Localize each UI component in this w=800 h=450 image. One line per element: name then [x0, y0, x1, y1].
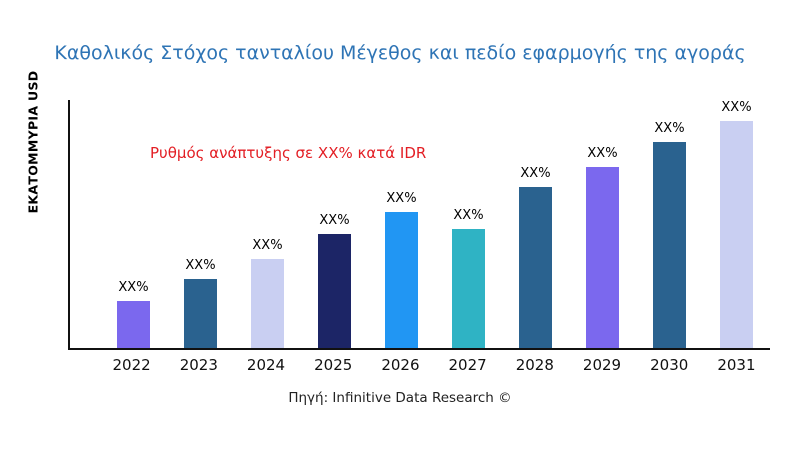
bar-group: XX% [368, 100, 435, 348]
bar-value-label: XX% [185, 257, 216, 273]
x-axis-tick-label: 2028 [515, 356, 554, 374]
bar-group: XX% [100, 100, 167, 348]
bar [653, 142, 686, 348]
x-axis-ticks: 2022 2023 2024 2025 2026 2027 2028 2029 2030 2031 [68, 356, 770, 374]
x-axis-tick-label: 2026 [381, 356, 420, 374]
bar [720, 121, 753, 348]
bar [519, 186, 552, 348]
bar-group: XX% [502, 100, 569, 348]
bar-group: XX% [435, 100, 502, 348]
bar-group: XX% [234, 100, 301, 348]
x-axis-tick-label: 2022 [112, 356, 151, 374]
x-axis-tick-label: 2029 [582, 356, 622, 374]
chart-title: Καθολικός Στόχος τανταλίου Μέγεθος και π… [54, 42, 746, 64]
bar-group: XX% [636, 100, 703, 348]
x-axis-tick-label: 2023 [179, 356, 218, 374]
bar-group: XX% [167, 100, 234, 348]
x-axis-tick-label: 2030 [650, 356, 689, 374]
x-axis-tick-label: 2025 [314, 356, 353, 374]
bar-value-label: XX% [587, 145, 618, 161]
bar-value-label: XX% [386, 190, 417, 206]
bar-value-label: XX% [721, 100, 752, 115]
bar-group: XX% [301, 100, 368, 348]
x-axis-tick-label: 2031 [717, 356, 756, 374]
x-axis-tick-label: 2027 [448, 356, 487, 374]
bar [184, 278, 217, 348]
bar-value-label: XX% [520, 165, 551, 181]
growth-rate-annotation: Ρυθμός ανάπτυξης σε XX% κατά IDR [150, 144, 427, 162]
bar-value-label: XX% [319, 212, 350, 228]
bar [385, 211, 418, 348]
bars: XX% XX% XX% XX% XX% XX% XX% XX% XX% XX% [70, 100, 770, 348]
bar-group: XX% [703, 100, 770, 348]
x-axis-tick-label: 2024 [246, 356, 286, 374]
bar-value-label: XX% [252, 237, 283, 253]
bar [318, 233, 351, 348]
bar-group: XX% [569, 100, 636, 348]
bar [251, 258, 284, 348]
plot-area: XX% XX% XX% XX% XX% XX% XX% XX% XX% XX% [68, 100, 770, 350]
bar [117, 300, 150, 348]
y-axis-label: ΕΚΑΤΟΜΜΥΡΙΑ USD [25, 70, 41, 214]
source-attribution: Πηγή: Infinitive Data Research © [288, 390, 512, 406]
bar-value-label: XX% [118, 279, 149, 295]
bar [452, 228, 485, 348]
bar-value-label: XX% [453, 207, 484, 223]
bar-value-label: XX% [654, 121, 685, 137]
bar [586, 166, 619, 348]
